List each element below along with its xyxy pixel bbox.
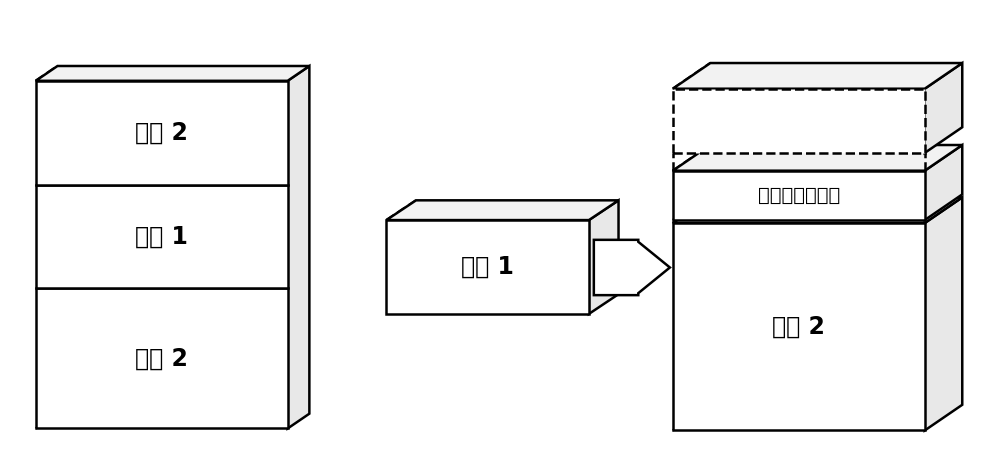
Polygon shape — [673, 89, 925, 153]
Text: 整体 2: 整体 2 — [135, 120, 188, 145]
Polygon shape — [673, 63, 962, 89]
Text: 整体 1: 整体 1 — [461, 255, 514, 279]
Text: 整体 2: 整体 2 — [135, 347, 188, 371]
Polygon shape — [925, 145, 962, 220]
Polygon shape — [386, 200, 619, 220]
Text: 整体 2: 整体 2 — [778, 107, 831, 131]
Polygon shape — [36, 66, 309, 81]
Polygon shape — [673, 171, 925, 220]
Polygon shape — [673, 223, 925, 430]
Text: 整体 2: 整体 2 — [772, 315, 825, 339]
Polygon shape — [673, 198, 962, 223]
Text: 插拔式接线端子: 插拔式接线端子 — [758, 186, 840, 205]
Polygon shape — [36, 81, 288, 184]
Polygon shape — [36, 288, 288, 429]
Polygon shape — [386, 220, 589, 314]
Polygon shape — [925, 198, 962, 430]
Text: 整体 1: 整体 1 — [135, 224, 188, 248]
Polygon shape — [925, 63, 962, 153]
Polygon shape — [589, 200, 619, 314]
Polygon shape — [36, 184, 288, 288]
Polygon shape — [288, 66, 309, 429]
Polygon shape — [594, 240, 670, 295]
Polygon shape — [673, 145, 962, 171]
